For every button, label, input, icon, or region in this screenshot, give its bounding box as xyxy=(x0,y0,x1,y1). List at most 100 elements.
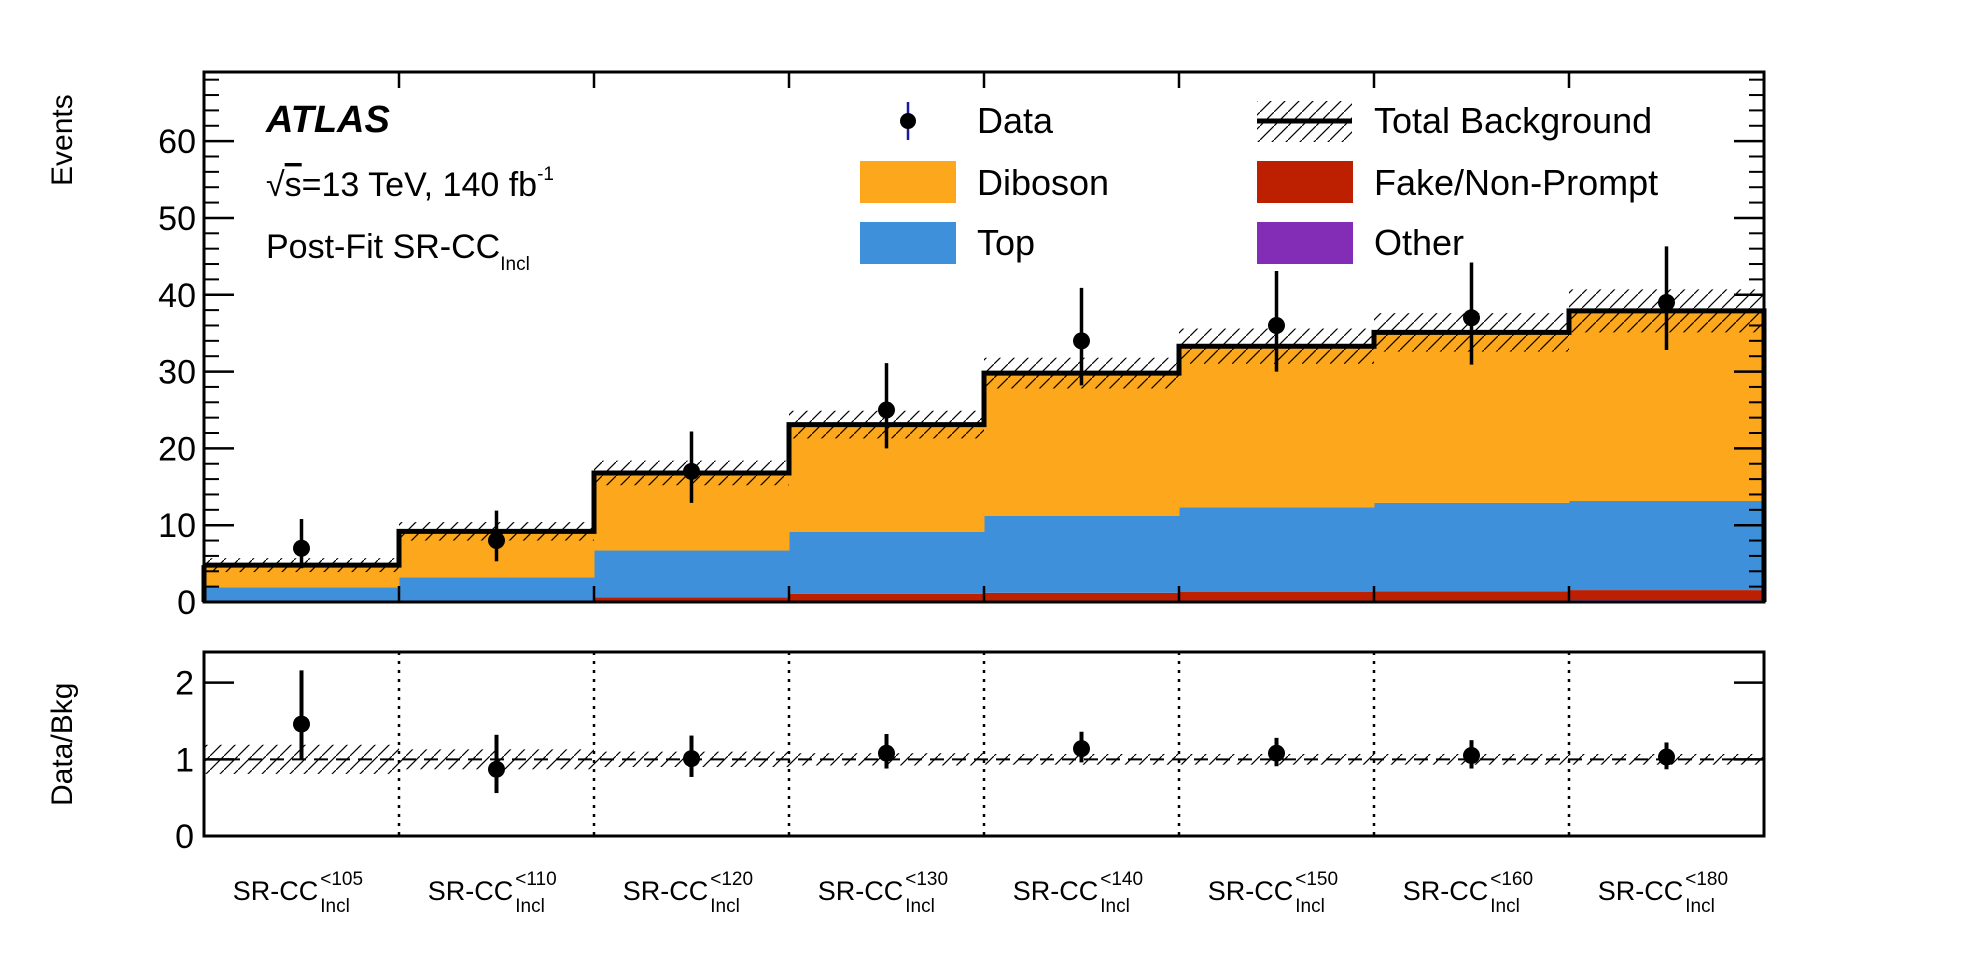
total-background-step xyxy=(204,308,1767,602)
bar-fake-non-prompt-7 xyxy=(1569,590,1765,601)
category-sub: Incl xyxy=(1490,896,1520,917)
data-point-0 xyxy=(293,539,310,557)
y-axis-title-ratio: Data/Bkg xyxy=(46,683,79,806)
data-point-2 xyxy=(683,462,700,480)
category-main: SR-CC xyxy=(623,876,709,906)
data-point-6 xyxy=(1463,309,1480,327)
region-main: Post-Fit SR-CC xyxy=(266,228,500,266)
data-points xyxy=(293,246,1675,569)
bar-top-0 xyxy=(204,587,400,602)
legend-other-swatch xyxy=(1257,222,1353,264)
legend-entry-top: Top xyxy=(860,222,1035,264)
category-sub: Incl xyxy=(320,896,350,917)
legend-label-data: Data xyxy=(977,100,1054,141)
category-main: SR-CC xyxy=(1403,876,1489,906)
legend-label-top: Top xyxy=(977,222,1035,263)
bar-fake-non-prompt-6 xyxy=(1374,591,1570,601)
ratio-ytick-label: 1 xyxy=(175,741,194,779)
category-sup: <130 xyxy=(905,869,948,890)
bar-top-7 xyxy=(1569,500,1765,591)
bar-top-4 xyxy=(984,515,1180,593)
legend-entry-total-background: Total Background xyxy=(1257,100,1652,142)
legend-data-marker xyxy=(900,113,916,129)
category-label-4: SR-CC <140 Incl xyxy=(1013,869,1143,917)
bar-fake-non-prompt-4 xyxy=(984,592,1180,601)
ratio-ytick-label: 2 xyxy=(175,665,194,703)
ratio-point-4 xyxy=(1073,740,1090,758)
category-sup: <120 xyxy=(710,869,753,890)
category-sub: Incl xyxy=(1100,896,1130,917)
bar-top-5 xyxy=(1179,507,1375,593)
ytick-label: 60 xyxy=(158,123,196,161)
category-sup: <110 xyxy=(515,869,556,890)
bar-fake-non-prompt-3 xyxy=(789,593,985,601)
ratio-panel-axes: 0 1 2 xyxy=(175,650,1766,856)
data-point-5 xyxy=(1268,316,1285,334)
legend-entry-fake: Fake/Non-Prompt xyxy=(1257,161,1658,203)
bar-top-1 xyxy=(399,577,595,602)
category-sub: Incl xyxy=(905,896,935,917)
category-main: SR-CC xyxy=(1598,876,1684,906)
category-label-7: SR-CC <180 Incl xyxy=(1598,869,1728,917)
ytick-label: 10 xyxy=(158,507,196,545)
category-label-6: SR-CC <160 Incl xyxy=(1403,869,1533,917)
energy-label: √s=13 TeV, 140 fb-1 xyxy=(266,164,554,204)
legend-label-fake: Fake/Non-Prompt xyxy=(1374,162,1658,203)
legend-top-swatch xyxy=(860,222,956,264)
ytick-label: 30 xyxy=(158,354,196,392)
energy-s: s xyxy=(285,166,302,204)
ratio-point-6 xyxy=(1463,747,1480,764)
category-sup: <180 xyxy=(1685,869,1728,890)
bar-fake-non-prompt-2 xyxy=(594,597,790,602)
bar-top-2 xyxy=(594,550,790,598)
main-panel-axes: 0 10 20 30 40 50 60 xyxy=(158,70,1766,622)
bar-diboson-5 xyxy=(1179,346,1375,508)
category-main: SR-CC xyxy=(428,876,514,906)
bar-diboson-4 xyxy=(984,373,1180,516)
category-label-5: SR-CC <150 Incl xyxy=(1208,869,1338,917)
data-point-1 xyxy=(488,532,505,550)
category-label-3: SR-CC <130 Incl xyxy=(818,869,948,917)
legend: Data Total Background Diboson Fake/Non-P… xyxy=(860,100,1658,264)
ytick-label: 50 xyxy=(158,200,196,238)
stacked-background-bars xyxy=(204,310,1765,602)
legend-entry-diboson: Diboson xyxy=(860,161,1109,203)
energy-sup: -1 xyxy=(537,164,554,185)
category-sup: <140 xyxy=(1100,869,1143,890)
ratio-panel-gridlines xyxy=(204,652,1764,836)
category-label-2: SR-CC <120 Incl xyxy=(623,869,753,917)
category-sup: <105 xyxy=(320,869,363,890)
category-label-0: SR-CC <105 Incl xyxy=(233,869,363,917)
category-sup: <160 xyxy=(1490,869,1533,890)
data-point-4 xyxy=(1073,332,1090,350)
bar-top-6 xyxy=(1374,502,1570,592)
legend-entry-data: Data xyxy=(900,100,1054,141)
atlas-label: ATLAS xyxy=(265,99,390,141)
legend-label-total-background: Total Background xyxy=(1374,100,1652,141)
bar-top-3 xyxy=(789,531,985,594)
ratio-frame xyxy=(202,650,1766,838)
bar-fake-non-prompt-5 xyxy=(1179,592,1375,601)
category-label-1: SR-CC <110 Incl xyxy=(428,869,557,917)
category-main: SR-CC xyxy=(1208,876,1294,906)
ratio-ytick-label: 0 xyxy=(175,818,194,856)
ytick-label: 40 xyxy=(158,277,196,315)
ratio-point-1 xyxy=(488,760,505,778)
legend-diboson-swatch xyxy=(860,161,956,203)
category-sub: Incl xyxy=(1685,896,1715,917)
legend-fake-swatch xyxy=(1257,161,1353,203)
region-sub: Incl xyxy=(500,254,530,275)
data-point-3 xyxy=(878,401,895,419)
category-main: SR-CC xyxy=(818,876,904,906)
energy-sqrt: √ xyxy=(266,166,285,204)
category-main: SR-CC xyxy=(233,876,319,906)
category-sub: Incl xyxy=(710,896,740,917)
ratio-point-3 xyxy=(878,744,895,762)
ratio-point-2 xyxy=(683,750,700,768)
category-sup: <150 xyxy=(1295,869,1338,890)
ytick-label: 20 xyxy=(158,430,196,468)
energy-rest: =13 TeV, 140 fb xyxy=(302,166,537,204)
category-sub: Incl xyxy=(1295,896,1325,917)
